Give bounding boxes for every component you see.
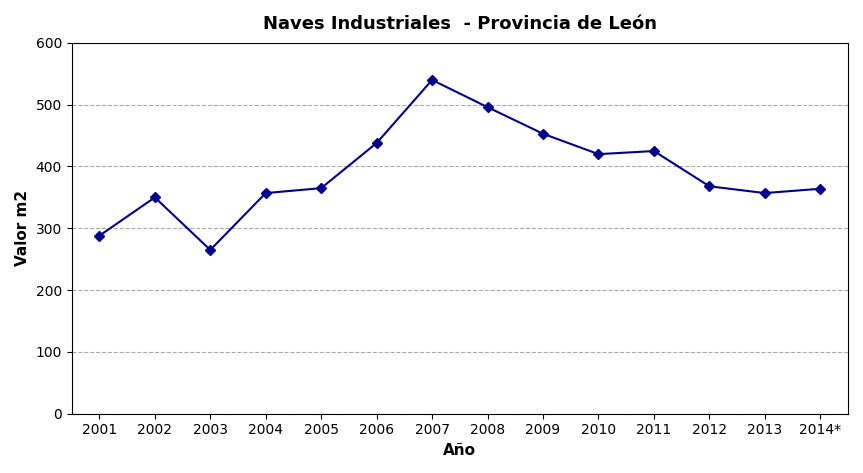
Title: Naves Industriales  - Provincia de León: Naves Industriales - Provincia de León [263,15,657,33]
Y-axis label: Valor m2: Valor m2 [15,190,30,266]
X-axis label: Año: Año [444,443,476,458]
